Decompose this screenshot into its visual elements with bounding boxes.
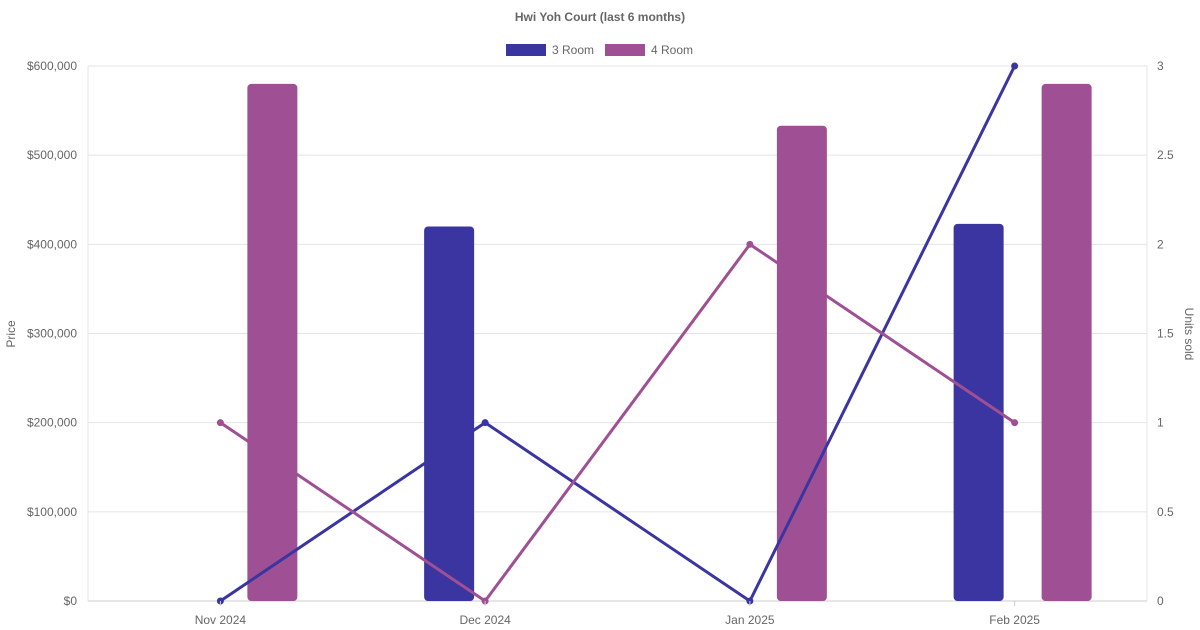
y-right-tick-label: 2 (1157, 237, 1164, 251)
y-axis-left-title: Price (4, 320, 18, 348)
legend-swatch (605, 44, 645, 56)
y-left-tick-label: $200,000 (27, 416, 77, 430)
line-point[interactable] (217, 419, 224, 426)
legend-item[interactable]: 4 Room (605, 43, 693, 57)
y-left-tick-label: $400,000 (27, 237, 77, 251)
x-tick-label: Jan 2025 (725, 613, 775, 627)
y-left-tick-label: $500,000 (27, 148, 77, 162)
bar[interactable] (1042, 84, 1092, 601)
line-point[interactable] (746, 241, 753, 248)
line-point[interactable] (1011, 419, 1018, 426)
x-tick-label: Feb 2025 (989, 613, 1040, 627)
bars (247, 84, 1091, 601)
y-right-tick-label: 0.5 (1157, 505, 1174, 519)
y-left-tick-label: $300,000 (27, 327, 77, 341)
bar[interactable] (247, 84, 297, 601)
y-right-tick-label: 1.5 (1157, 327, 1174, 341)
legend[interactable]: 3 Room 4 Room (506, 43, 693, 57)
x-axis: Nov 2024 Dec 2024 Jan 2025 Feb 2025 (195, 601, 1041, 627)
legend-swatch (506, 44, 546, 56)
y-right-tick-label: 0 (1157, 594, 1164, 608)
line-point[interactable] (1011, 63, 1018, 70)
y-axis-right-title: Units sold (1182, 308, 1196, 361)
y-right-tick-label: 1 (1157, 416, 1164, 430)
bar[interactable] (424, 227, 474, 602)
y-axis-left: $0 $100,000 $200,000 $300,000 $400,000 $500,0… (27, 59, 77, 608)
line-point[interactable] (482, 419, 489, 426)
y-left-tick-label: $100,000 (27, 505, 77, 519)
chart-title: Hwi Yoh Court (last 6 months) (515, 10, 685, 24)
bar[interactable] (954, 224, 1004, 601)
y-left-tick-label: $0 (64, 594, 78, 608)
x-tick-label: Nov 2024 (195, 613, 247, 627)
y-left-tick-label: $600,000 (27, 59, 77, 73)
legend-label: 3 Room (552, 43, 594, 57)
y-right-tick-label: 3 (1157, 59, 1164, 73)
y-right-tick-label: 2.5 (1157, 148, 1174, 162)
y-axis-right: 0 0.5 1 1.5 2 2.5 3 (1157, 59, 1174, 608)
x-tick-label: Dec 2024 (459, 613, 511, 627)
legend-item[interactable]: 3 Room (506, 43, 594, 57)
legend-label: 4 Room (651, 43, 693, 57)
